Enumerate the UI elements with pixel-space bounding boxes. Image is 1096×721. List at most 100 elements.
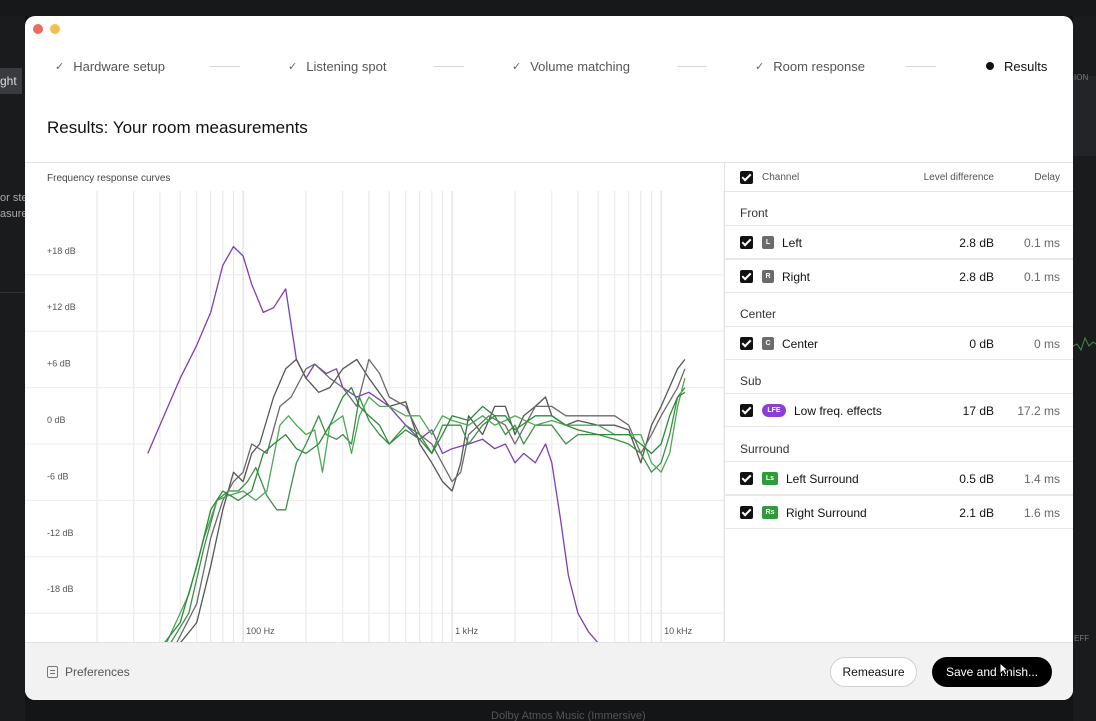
table-row: C Center 0 dB 0 ms xyxy=(725,326,1073,360)
channel-name: Left xyxy=(782,236,803,250)
step-room-response: ✓ Room response xyxy=(755,54,865,78)
channel-badge: R xyxy=(762,270,774,283)
y-tick-label: -12 dB xyxy=(47,528,74,538)
step-label: Room response xyxy=(773,58,865,74)
y-tick-label: -6 dB xyxy=(47,471,69,481)
y-tick-label: +6 dB xyxy=(47,359,71,369)
channel-name: Right xyxy=(782,270,811,284)
series-line-4 xyxy=(165,378,686,643)
y-axis-labels: +18 dB +12 dB +6 dB 0 dB -6 dB -12 dB -18 dB xyxy=(47,246,76,594)
channel-checkbox[interactable] xyxy=(740,472,753,485)
background-app-left-panel: ght or ste asure xyxy=(0,16,25,721)
channel-badge: Ls xyxy=(762,472,778,485)
step-listening-spot: ✓ Listening spot xyxy=(288,54,386,78)
save-and-finish-button[interactable]: Save and finish... xyxy=(932,657,1052,687)
column-header-delay: Delay xyxy=(1034,172,1060,183)
channel-checkbox[interactable] xyxy=(740,337,753,350)
mouse-cursor-icon xyxy=(999,662,1009,676)
background-tab: ght xyxy=(0,68,22,94)
x-tick-label: 10 kHz xyxy=(664,626,693,636)
group-label-sub: Sub xyxy=(740,374,762,388)
checkmark-icon: ✓ xyxy=(288,60,298,73)
step-label: Listening spot xyxy=(306,58,387,74)
y-tick-label: +18 dB xyxy=(47,246,76,256)
preferences-icon xyxy=(47,666,58,678)
preferences-link[interactable]: Preferences xyxy=(47,665,130,679)
level-value: 2.1 dB xyxy=(959,506,994,520)
window-close-button[interactable] xyxy=(33,24,43,34)
series-line-0 xyxy=(147,245,607,643)
step-label: Results xyxy=(1004,58,1048,74)
table-header: Channel Level difference Delay xyxy=(725,163,1073,192)
channel-checkbox[interactable] xyxy=(740,270,753,283)
x-axis-labels: 100 Hz 1 kHz 10 kHz xyxy=(246,626,693,636)
table-row: Rs Right Surround 2.1 dB 1.6 ms xyxy=(725,495,1073,529)
setup-stepper: ✓ Hardware setup ✓ Listening spot ✓ Volu… xyxy=(25,54,1073,78)
y-tick-label: +12 dB xyxy=(47,302,76,312)
background-panel xyxy=(1073,76,1096,156)
checkmark-icon: ✓ xyxy=(755,60,765,73)
background-label: ION xyxy=(1074,73,1089,82)
level-value: 0 dB xyxy=(969,337,994,351)
background-app-bottom: Dolby Atmos Music (Immersive) xyxy=(25,700,1073,721)
background-label: EFF xyxy=(1074,634,1090,643)
step-label: Hardware setup xyxy=(73,58,165,74)
channel-badge: L xyxy=(762,236,774,249)
level-value: 2.8 dB xyxy=(959,270,994,284)
channel-name: Center xyxy=(782,337,819,351)
column-header-channel: Channel xyxy=(762,172,800,183)
step-connector xyxy=(906,66,936,67)
window-minimize-button[interactable] xyxy=(50,24,60,34)
group-label-center: Center xyxy=(740,307,777,321)
step-results: Results xyxy=(986,54,1047,78)
y-tick-label: -18 dB xyxy=(47,584,74,594)
series-line-1 xyxy=(179,358,686,643)
x-tick-label: 1 kHz xyxy=(455,626,479,636)
step-connector xyxy=(434,66,464,67)
delay-value: 0.1 ms xyxy=(1023,236,1060,250)
background-divider xyxy=(0,292,25,293)
series-line-2 xyxy=(175,358,686,643)
channel-checkbox[interactable] xyxy=(740,404,753,417)
chart-series xyxy=(147,245,686,643)
y-tick-label: 0 dB xyxy=(47,415,66,425)
series-line-3 xyxy=(170,387,686,643)
preferences-label: Preferences xyxy=(65,665,130,679)
table-row: LFE Low freq. effects 17 dB 17.2 ms xyxy=(725,393,1073,427)
page-title: Results: Your room measurements xyxy=(47,118,308,137)
channel-name: Left Surround xyxy=(786,472,859,486)
channel-table: Channel Level difference Delay Front L L… xyxy=(724,162,1073,642)
chart-canvas: +18 dB +12 dB +6 dB 0 dB -6 dB -12 dB -18 dB 1… xyxy=(25,191,724,643)
level-value: 2.8 dB xyxy=(959,236,994,250)
delay-value: 17.2 ms xyxy=(1017,404,1060,418)
background-bottom-text: Dolby Atmos Music (Immersive) xyxy=(491,710,646,721)
channel-checkbox[interactable] xyxy=(740,506,753,519)
channel-badge: Rs xyxy=(762,506,778,519)
table-row: Ls Left Surround 0.5 dB 1.4 ms xyxy=(725,461,1073,495)
frequency-response-chart: +18 dB +12 dB +6 dB 0 dB -6 dB -12 dB -18 dB 1… xyxy=(25,162,724,643)
chart-grid xyxy=(25,191,724,643)
remeasure-button[interactable]: Remeasure xyxy=(830,657,917,687)
background-text: asure xyxy=(0,208,25,220)
channel-badge: C xyxy=(762,337,774,350)
background-app-right-panel: ION EFF xyxy=(1073,16,1096,721)
chart-title: Frequency response curves xyxy=(47,173,171,184)
table-row: L Left 2.8 dB 0.1 ms xyxy=(725,225,1073,259)
level-value: 17 dB xyxy=(962,404,994,418)
current-step-dot-icon xyxy=(986,62,994,70)
delay-value: 1.4 ms xyxy=(1023,472,1060,486)
table-row: R Right 2.8 dB 0.1 ms xyxy=(725,259,1073,293)
step-connector xyxy=(210,66,240,67)
results-window: ✓ Hardware setup ✓ Listening spot ✓ Volu… xyxy=(25,16,1073,700)
channel-name: Right Surround xyxy=(786,506,867,520)
delay-value: 0 ms xyxy=(1033,337,1060,351)
group-label-front: Front xyxy=(740,206,769,220)
channel-name: Low freq. effects xyxy=(794,404,882,418)
channel-checkbox[interactable] xyxy=(740,236,753,249)
step-connector xyxy=(677,66,707,67)
level-value: 0.5 dB xyxy=(959,472,994,486)
background-app-toolbar xyxy=(0,0,1096,16)
background-text: or ste xyxy=(0,192,25,204)
select-all-checkbox[interactable] xyxy=(740,171,753,184)
footer-bar: Preferences Remeasure Save and finish... xyxy=(25,642,1073,700)
